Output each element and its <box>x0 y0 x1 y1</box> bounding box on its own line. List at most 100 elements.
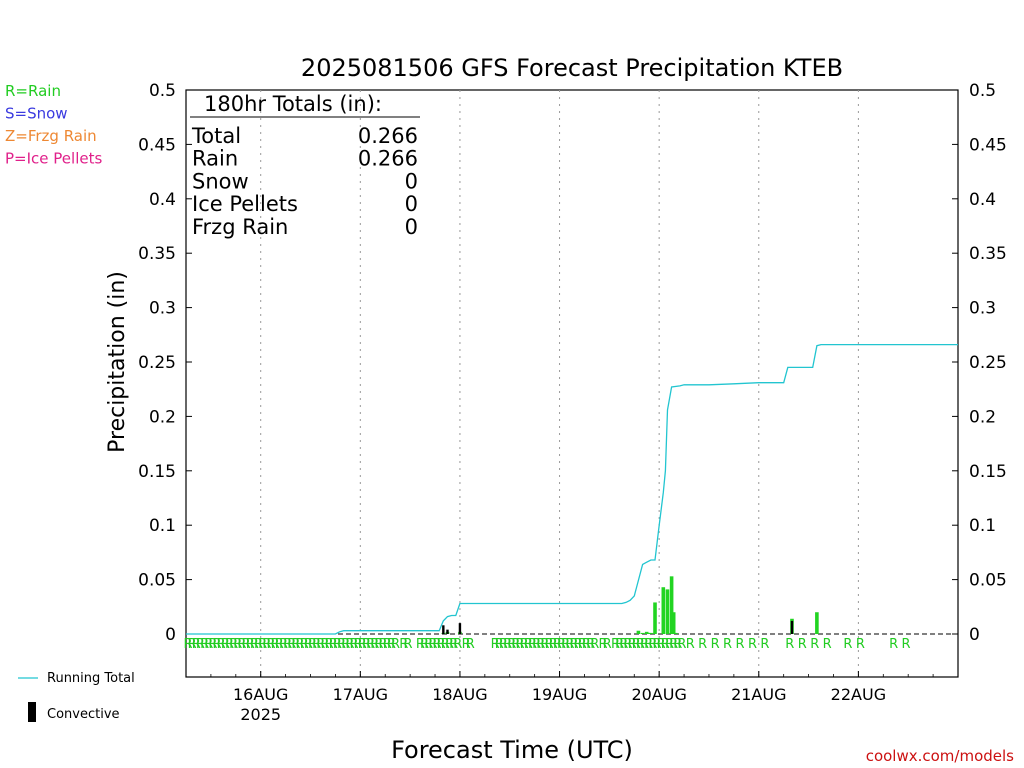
ptype-marker: R <box>387 637 396 652</box>
ptype-legend-item: R=Rain <box>5 82 61 100</box>
ptype-legend-item: P=Ice Pellets <box>5 150 102 168</box>
ptype-marker: R <box>320 637 329 652</box>
y-tick-label-right: 0.45 <box>969 135 1007 155</box>
y-tick-label-left: 0.4 <box>149 190 176 210</box>
ptype-marker: R <box>553 637 562 652</box>
y-tick-label-right: 0.1 <box>969 516 996 536</box>
ptype-marker: R <box>221 637 230 652</box>
y-tick-label-right: 0.2 <box>969 407 996 427</box>
y-tick-label-right: 0 <box>969 625 980 645</box>
ptype-marker: R <box>362 637 371 652</box>
ptype-marker: R <box>677 637 686 652</box>
ptype-marker: R <box>615 637 624 652</box>
ptype-marker: R <box>296 637 305 652</box>
ptype-marker: R <box>665 637 674 652</box>
ptype-marker: R <box>889 637 898 652</box>
ptype-marker: R <box>599 637 608 652</box>
ptype-marker: R <box>495 637 504 652</box>
ptype-marker: R <box>312 637 321 652</box>
ptype-marker: R <box>300 637 309 652</box>
ptype-marker: R <box>640 637 649 652</box>
totals-row-value: 0.266 <box>358 124 418 148</box>
ptype-marker: R <box>366 637 375 652</box>
ptype-marker: R <box>748 637 757 652</box>
credit-text: coolwx.com/models <box>866 747 1014 765</box>
y-tick-label-left: 0.3 <box>149 299 176 319</box>
ptype-marker: R <box>316 637 325 652</box>
ptype-marker: R <box>520 637 529 652</box>
precip-bar <box>815 612 819 634</box>
ptype-marker: R <box>333 637 342 652</box>
ptype-marker: R <box>524 637 533 652</box>
totals-row-value: 0 <box>405 169 418 193</box>
y-tick-label-right: 0.15 <box>969 462 1007 482</box>
precip-bar <box>640 632 645 634</box>
ptype-marker: R <box>416 637 425 652</box>
ptype-marker: R <box>237 637 246 652</box>
convective-bar <box>446 629 449 634</box>
ptype-marker: R <box>686 637 695 652</box>
totals-row-value: 0 <box>405 192 418 216</box>
ptype-marker: R <box>287 637 296 652</box>
x-tick-sublabel: 2025 <box>240 705 281 724</box>
ptype-marker: R <box>574 637 583 652</box>
convective-bar <box>458 623 462 634</box>
ptype-legend-item: Z=Frzg Rain <box>5 127 97 145</box>
convective-legend-label: Convective <box>47 707 120 722</box>
ptype-marker: R <box>441 637 450 652</box>
precip-bar <box>636 630 641 634</box>
convective-bar <box>790 620 794 634</box>
ptype-marker: R <box>304 637 313 652</box>
ptype-marker: R <box>623 637 632 652</box>
ptype-marker: R <box>345 637 354 652</box>
ptype-marker: R <box>503 637 512 652</box>
ptype-marker: R <box>403 637 412 652</box>
ptype-marker: R <box>308 637 317 652</box>
totals-row-label: Total <box>191 124 241 148</box>
plot-frame <box>185 89 959 678</box>
y-tick-label-left: 0.5 <box>149 81 176 101</box>
chart-title: 2025081506 GFS Forecast Precipitation KT… <box>301 54 843 82</box>
y-tick-label-right: 0.3 <box>969 299 996 319</box>
x-tick-label: 19AUG <box>532 685 587 704</box>
ptype-marker: R <box>254 637 263 652</box>
ptype-marker: R <box>266 637 275 652</box>
precip-bar <box>669 576 674 634</box>
y-tick-label-left: 0.2 <box>149 407 176 427</box>
ptype-marker: R <box>213 637 222 652</box>
ptype-marker: R <box>233 637 242 652</box>
ptype-marker: R <box>661 637 670 652</box>
precip-bar <box>646 632 651 634</box>
precip-bar <box>673 632 678 634</box>
ptype-marker: R <box>283 637 292 652</box>
ptype-marker: R <box>433 637 442 652</box>
ptype-marker: R <box>466 637 475 652</box>
ptype-marker: R <box>217 637 226 652</box>
ptype-marker: R <box>225 637 234 652</box>
ptype-marker: R <box>785 637 794 652</box>
ptype-marker: R <box>648 637 657 652</box>
ptype-marker: R <box>569 637 578 652</box>
ptype-markers: RRRRRRRRRRRRRRRRRRRRRRRRRRRRRRRRRRRRRRRR… <box>183 637 910 652</box>
ptype-marker: R <box>511 637 520 652</box>
y-tick-label-right: 0.4 <box>969 190 996 210</box>
ptype-marker: R <box>358 637 367 652</box>
totals-row-value: 0.266 <box>358 147 418 171</box>
ptype-marker: R <box>491 637 500 652</box>
ptype-marker: R <box>188 637 197 652</box>
precip-bar <box>661 587 666 634</box>
ptype-marker: R <box>561 637 570 652</box>
ptype-marker: R <box>250 637 259 652</box>
ptype-marker: R <box>603 637 612 652</box>
ptype-marker: R <box>258 637 267 652</box>
totals-header: 180hr Totals (in): <box>204 92 382 116</box>
ptype-marker: R <box>192 637 201 652</box>
ptype-marker: R <box>673 637 682 652</box>
ptype-marker: R <box>183 637 192 652</box>
convective-legend-swatch <box>28 702 36 722</box>
ptype-marker: R <box>611 637 620 652</box>
totals-rows: Total 0.266 Rain 0.266 Snow 0 Ice Pellets 0 Frzg… <box>191 124 418 239</box>
ptype-marker: R <box>349 637 358 652</box>
totals-row-label: Frzg Rain <box>192 215 288 239</box>
